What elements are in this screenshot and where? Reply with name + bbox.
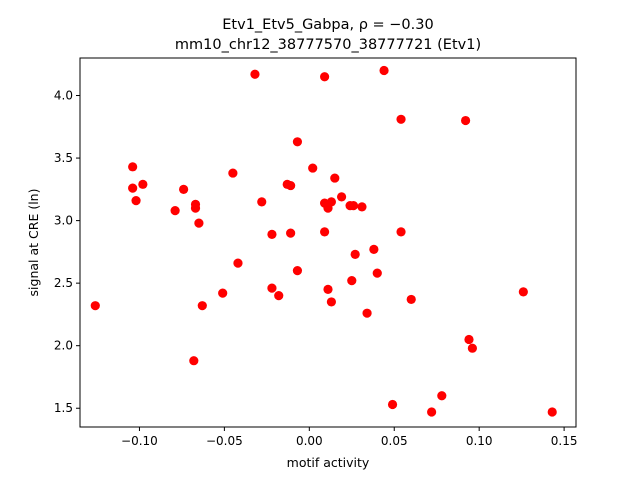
chart-title-line1: Etv1_Etv5_Gabpa, ρ = −0.30 [222, 17, 433, 33]
data-point [518, 287, 528, 297]
data-point [326, 197, 336, 207]
data-point [257, 197, 267, 207]
data-point [292, 137, 303, 147]
x-tick-label: 0.10 [466, 434, 493, 448]
data-point [369, 244, 379, 254]
x-tick-label: −0.05 [206, 434, 243, 448]
data-point [406, 294, 416, 305]
data-point [437, 391, 447, 401]
data-point [250, 69, 260, 79]
x-tick-label: 0.05 [381, 434, 408, 448]
plot-frame [79, 57, 577, 428]
data-point [348, 201, 359, 211]
y-axis-label: signal at CRE (ln) [26, 189, 41, 297]
data-point [350, 249, 360, 259]
data-point [286, 228, 296, 238]
data-point [347, 276, 357, 286]
data-point [179, 184, 189, 194]
data-point [308, 163, 318, 173]
data-point [460, 115, 471, 126]
data-point [197, 301, 207, 311]
data-point [326, 297, 336, 307]
data-point [320, 72, 330, 82]
data-point [189, 356, 199, 366]
y-tick-label: 4.0 [54, 89, 73, 103]
data-point [330, 173, 340, 183]
data-point [131, 195, 141, 206]
data-point [218, 288, 228, 298]
data-point [372, 268, 382, 278]
y-tick-label: 2.0 [54, 339, 73, 353]
data-point [464, 334, 474, 345]
data-point [228, 168, 238, 178]
data-point [379, 65, 389, 76]
data-point [138, 179, 148, 189]
y-tick-label: 2.5 [54, 276, 73, 290]
data-point [90, 301, 100, 311]
x-axis: −0.10 −0.05 0.00 0.05 0.10 0.15 [121, 427, 577, 448]
data-point [128, 162, 138, 172]
data-point [387, 399, 398, 410]
y-axis: 1.5 2.0 2.5 3.0 3.5 4.0 [54, 89, 80, 415]
data-point [267, 229, 277, 239]
data-point [396, 114, 406, 124]
y-tick-label: 3.5 [54, 151, 73, 165]
x-tick-label: 0.00 [296, 434, 323, 448]
data-point [190, 203, 201, 213]
data-point [128, 183, 138, 193]
x-tick-label: −0.10 [121, 434, 158, 448]
x-axis-label: motif activity [287, 455, 370, 470]
chart-title-line2: mm10_chr12_38777570_38777721 (Etv1) [175, 37, 481, 53]
data-point [233, 258, 243, 268]
data-point [362, 308, 372, 318]
data-point [427, 407, 437, 417]
y-tick-label: 3.0 [54, 214, 73, 228]
data-point [274, 291, 284, 301]
data-point [396, 227, 406, 237]
x-tick-label: 0.15 [551, 434, 578, 448]
y-tick-label: 1.5 [54, 401, 73, 415]
data-point [323, 284, 333, 295]
data-point [320, 227, 330, 237]
data-point [194, 218, 204, 228]
data-point [357, 202, 367, 212]
data-point [336, 192, 347, 202]
data-point [286, 180, 296, 191]
data-point [267, 283, 277, 293]
data-points [90, 65, 557, 417]
data-point [467, 343, 477, 353]
data-point [292, 266, 303, 276]
data-point [547, 407, 557, 417]
data-point [170, 206, 180, 216]
